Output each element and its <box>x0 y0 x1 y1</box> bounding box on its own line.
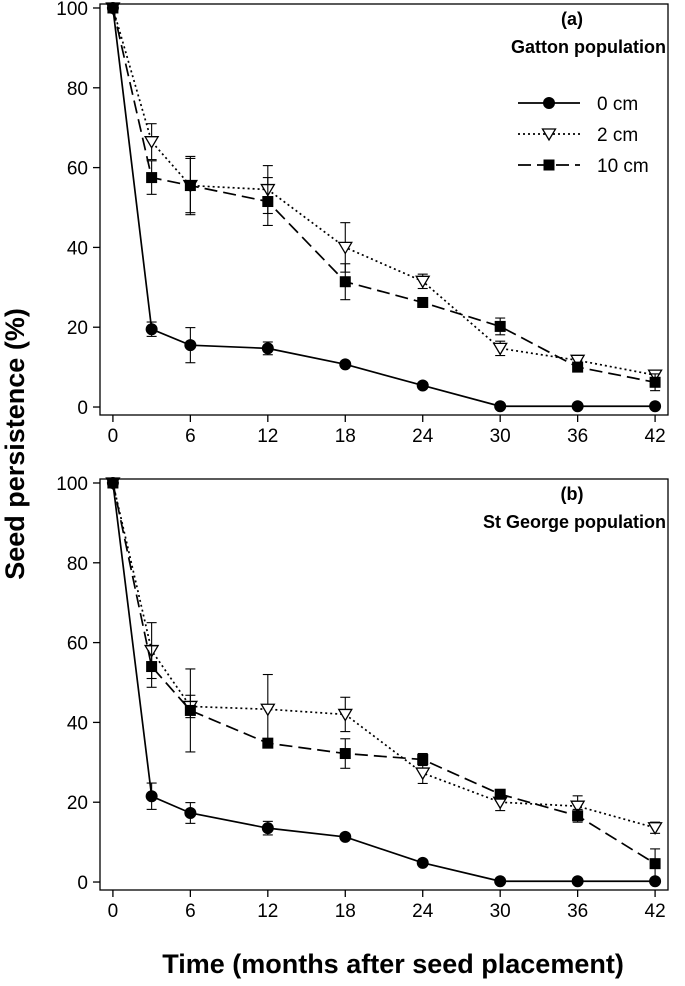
data-point-10cm <box>339 276 351 288</box>
data-point-0cm <box>261 342 274 355</box>
data-point-0cm <box>261 822 274 835</box>
panel-b: 0 6 12 18 24 30 36 42 0 20 40 60 80 100 (b) St George p… <box>56 474 669 922</box>
y-tick-label: 60 <box>67 634 88 655</box>
data-point-2cm <box>492 342 508 356</box>
x-tick-label: 36 <box>567 901 588 922</box>
data-point-2cm <box>337 241 353 255</box>
panel-title: St George population <box>483 512 666 532</box>
data-point-10cm <box>649 858 661 870</box>
x-tick-label: 30 <box>490 426 511 447</box>
x-tick-label: 30 <box>490 901 511 922</box>
data-point-0cm <box>571 400 584 413</box>
data-point-0cm <box>416 856 429 869</box>
series-line-2cm <box>112 7 656 376</box>
x-tick-label: 12 <box>257 426 278 447</box>
data-point-10cm <box>107 477 119 489</box>
data-point-10cm <box>184 704 196 716</box>
data-point-0cm <box>339 358 352 371</box>
x-axis-title: Time (months after seed placement) <box>162 949 624 979</box>
data-point-10cm <box>494 788 506 800</box>
data-point-10cm <box>572 810 584 822</box>
data-point-2cm <box>569 354 586 368</box>
legend-label-2cm: 2 cm <box>597 125 638 146</box>
y-tick-label: 60 <box>67 159 88 180</box>
data-point-2cm <box>415 275 431 289</box>
data-point-0cm <box>184 339 197 352</box>
data-point-0cm <box>494 875 507 888</box>
panel-tag: (b) <box>561 484 584 504</box>
panel-title: Gatton population <box>511 37 666 57</box>
data-point-2cm <box>143 136 160 149</box>
data-point-2cm <box>415 767 431 781</box>
legend: 0 cm 2 cm 10 cm <box>518 94 649 177</box>
data-point-10cm <box>649 376 661 388</box>
data-point-10cm <box>494 320 506 332</box>
y-tick-label: 0 <box>77 873 88 894</box>
x-tick-label: 42 <box>645 901 666 922</box>
data-point-10cm <box>146 661 158 673</box>
series-line-0cm <box>112 482 656 883</box>
y-tick-label: 20 <box>67 318 88 339</box>
y-tick-label: 40 <box>67 238 88 259</box>
panel-tag: (a) <box>561 9 583 29</box>
legend-marker-2cm <box>541 128 557 142</box>
y-axis-title: Seed persistence (%) <box>0 308 30 580</box>
x-tick-label: 24 <box>412 901 434 922</box>
data-point-2cm <box>260 703 276 717</box>
series-line-2cm <box>112 482 656 829</box>
y-tick-label: 80 <box>67 554 88 575</box>
data-point-0cm <box>416 379 429 392</box>
data-point-2cm <box>569 800 586 814</box>
x-tick-label: 42 <box>645 426 666 447</box>
data-point-10cm <box>339 748 351 760</box>
data-point-10cm <box>146 172 158 184</box>
data-point-0cm <box>649 400 662 413</box>
data-point-0cm <box>494 400 507 413</box>
y-tick-label: 100 <box>56 474 88 495</box>
x-tick-label: 12 <box>257 901 278 922</box>
x-tick-label: 36 <box>567 426 588 447</box>
plot-frame <box>99 3 669 416</box>
series-line-10cm <box>112 7 656 384</box>
y-tick-label: 80 <box>67 79 88 100</box>
data-point-10cm <box>417 296 429 308</box>
y-tick-label: 20 <box>67 793 88 814</box>
data-point-0cm <box>184 806 197 819</box>
legend-label-0cm: 0 cm <box>597 94 638 115</box>
data-point-0cm <box>145 790 158 803</box>
x-tick-label: 6 <box>185 901 196 922</box>
legend-marker-0cm <box>543 97 555 109</box>
x-tick-label: 0 <box>108 426 119 447</box>
y-tick-label: 0 <box>77 398 88 419</box>
plot-frame <box>99 478 669 891</box>
x-tick-label: 24 <box>412 426 434 447</box>
data-point-0cm <box>145 323 158 336</box>
data-point-10cm <box>262 737 274 749</box>
legend-marker-10cm <box>543 159 555 171</box>
data-point-10cm <box>417 754 429 766</box>
data-point-10cm <box>572 361 584 373</box>
y-tick-label: 40 <box>67 713 88 734</box>
x-tick-label: 18 <box>335 426 356 447</box>
x-tick-label: 6 <box>185 426 196 447</box>
data-point-10cm <box>107 2 119 14</box>
legend-label-10cm: 10 cm <box>597 156 649 177</box>
data-point-10cm <box>262 196 274 208</box>
y-tick-label: 100 <box>56 0 88 20</box>
x-tick-label: 18 <box>335 901 356 922</box>
data-point-2cm <box>337 708 353 722</box>
panel-a: 0 6 12 18 24 30 36 42 0 20 40 60 80 100 (a) Gatton popu… <box>56 0 669 447</box>
data-point-0cm <box>339 830 352 843</box>
data-point-2cm <box>647 822 663 836</box>
data-point-0cm <box>571 875 584 888</box>
x-tick-label: 0 <box>108 901 119 922</box>
data-point-10cm <box>184 180 196 192</box>
